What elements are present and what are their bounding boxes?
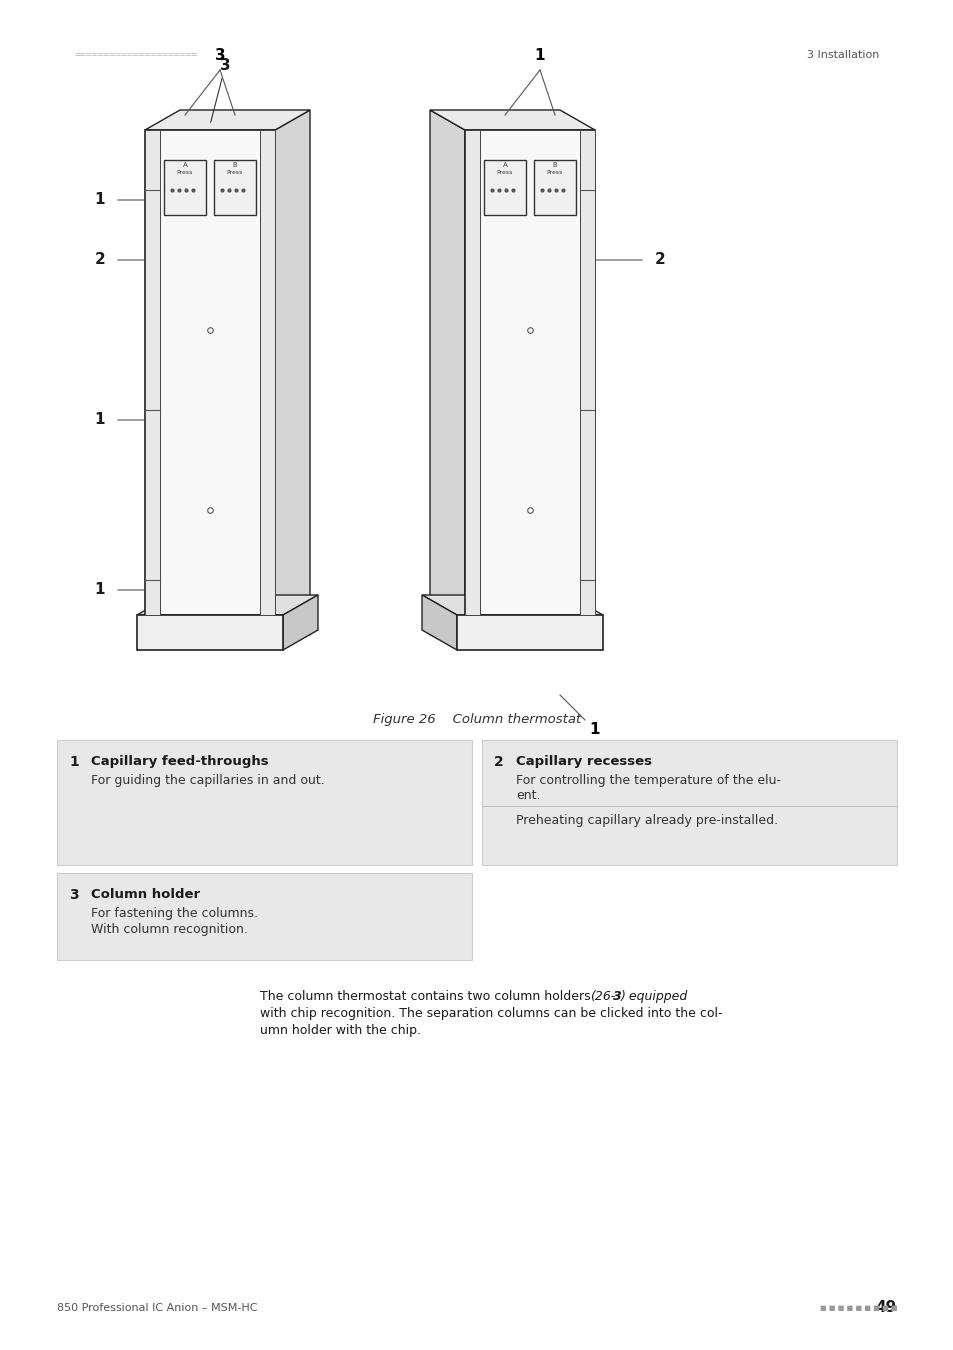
FancyBboxPatch shape [481, 740, 896, 865]
Text: 1: 1 [589, 722, 599, 737]
Text: =====================: ===================== [75, 50, 198, 59]
Text: Column holder: Column holder [91, 888, 200, 900]
Text: 3: 3 [214, 47, 225, 62]
Text: with chip recognition. The separation columns can be clicked into the col-: with chip recognition. The separation co… [260, 1007, 721, 1021]
Polygon shape [464, 130, 595, 616]
Text: 2: 2 [654, 252, 664, 267]
Text: 2: 2 [94, 252, 105, 267]
Polygon shape [137, 595, 317, 616]
Text: For guiding the capillaries in and out.: For guiding the capillaries in and out. [91, 774, 324, 787]
Text: umn holder with the chip.: umn holder with the chip. [260, 1025, 420, 1037]
FancyBboxPatch shape [57, 740, 472, 865]
Text: 1: 1 [94, 413, 105, 428]
Text: 3: 3 [613, 990, 621, 1003]
Text: For fastening the columns.: For fastening the columns. [91, 907, 257, 919]
Polygon shape [164, 161, 206, 215]
Text: (26-: (26- [589, 990, 615, 1003]
Polygon shape [145, 109, 310, 130]
Text: 1: 1 [535, 47, 545, 62]
Text: 3: 3 [211, 58, 231, 123]
Text: Press: Press [176, 170, 193, 174]
Polygon shape [421, 595, 456, 649]
Text: 49: 49 [875, 1300, 896, 1315]
Text: With column recognition.: With column recognition. [91, 923, 248, 936]
Polygon shape [464, 130, 479, 616]
Polygon shape [213, 161, 255, 215]
Polygon shape [145, 130, 160, 616]
Text: B: B [233, 162, 237, 167]
Text: 850 Professional IC Anion – MSM-HC: 850 Professional IC Anion – MSM-HC [57, 1303, 257, 1314]
Text: Press: Press [546, 170, 562, 174]
Text: 1: 1 [69, 755, 79, 770]
Text: ) equipped: ) equipped [620, 990, 687, 1003]
Polygon shape [430, 109, 595, 130]
Text: ■ ■ ■ ■ ■ ■ ■ ■ ■: ■ ■ ■ ■ ■ ■ ■ ■ ■ [820, 1305, 897, 1311]
Polygon shape [145, 130, 274, 616]
Text: Press: Press [227, 170, 243, 174]
Text: A: A [182, 162, 187, 167]
Text: Press: Press [497, 170, 513, 174]
Text: Figure 26    Column thermostat: Figure 26 Column thermostat [373, 714, 580, 726]
Text: A: A [502, 162, 507, 167]
Polygon shape [421, 595, 602, 616]
Polygon shape [456, 616, 602, 649]
Polygon shape [137, 616, 283, 649]
FancyBboxPatch shape [57, 873, 472, 960]
Text: B: B [552, 162, 557, 167]
Polygon shape [430, 109, 464, 634]
Polygon shape [274, 109, 310, 634]
Polygon shape [483, 161, 525, 215]
Text: 1: 1 [94, 193, 105, 208]
Text: For controlling the temperature of the elu-: For controlling the temperature of the e… [516, 774, 781, 787]
Text: 3: 3 [69, 888, 78, 902]
Polygon shape [579, 130, 595, 616]
Text: 3 Installation: 3 Installation [806, 50, 878, 59]
Polygon shape [283, 595, 317, 649]
Text: The column thermostat contains two column holders: The column thermostat contains two colum… [260, 990, 594, 1003]
Text: 1: 1 [94, 582, 105, 598]
Polygon shape [260, 130, 274, 616]
Text: Capillary recesses: Capillary recesses [516, 755, 651, 768]
Text: Preheating capillary already pre-installed.: Preheating capillary already pre-install… [516, 814, 778, 828]
Polygon shape [534, 161, 576, 215]
Text: Capillary feed-throughs: Capillary feed-throughs [91, 755, 269, 768]
Text: 2: 2 [494, 755, 503, 770]
Text: ent.: ent. [516, 788, 540, 802]
